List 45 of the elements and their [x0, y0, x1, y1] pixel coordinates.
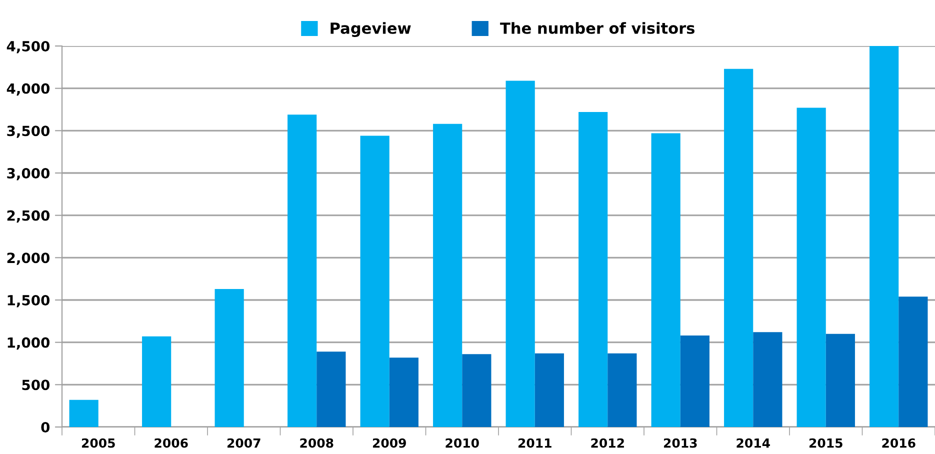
bar	[288, 114, 317, 427]
bar	[360, 136, 390, 427]
bar	[214, 288, 244, 427]
bar	[680, 336, 710, 427]
bar	[753, 332, 782, 427]
bar	[316, 352, 346, 427]
x-tick-label: 2005	[82, 438, 115, 448]
legend-label: The number of visitors	[500, 22, 694, 34]
y-tick-label: 2,000	[7, 252, 50, 265]
bar	[608, 353, 637, 427]
y-tick-label: 3,000	[7, 168, 50, 180]
y-tick-label: 2,500	[7, 210, 50, 223]
bar	[534, 353, 564, 427]
bar	[69, 400, 98, 427]
bar	[142, 336, 172, 427]
y-tick-label: 0	[41, 422, 50, 432]
y-tick-label: 1,000	[8, 337, 50, 350]
x-tick-label: 2007	[227, 438, 260, 448]
x-tick-label: 2011	[518, 438, 552, 448]
x-tick-label: 2010	[446, 438, 479, 448]
bar	[826, 334, 855, 427]
bar	[870, 46, 899, 427]
bar	[651, 133, 680, 427]
bar	[898, 296, 928, 427]
legend-label: Pageview	[330, 22, 411, 38]
y-tick-label: 4,000	[6, 83, 50, 96]
x-tick-label: 2015	[809, 438, 842, 448]
bar	[578, 112, 608, 427]
y-tick-label: 1,500	[8, 294, 50, 308]
bar	[506, 80, 535, 427]
bar	[433, 124, 462, 427]
x-tick-label: 2013	[664, 438, 697, 448]
x-tick-label: 2014	[736, 438, 770, 448]
x-tick-label: 2006	[154, 438, 188, 448]
x-tick-label: 2009	[372, 438, 406, 448]
x-tick-label: 2012	[591, 438, 624, 448]
y-tick-label: 500	[22, 380, 50, 390]
y-tick-label: 3,500	[7, 126, 50, 138]
bar	[796, 108, 826, 427]
bar	[462, 354, 492, 427]
bar	[389, 358, 418, 427]
x-tick-label: 2008	[300, 438, 334, 448]
x-tick-label: 2016	[882, 438, 916, 448]
y-tick-label: 4,500	[6, 40, 50, 54]
bar	[724, 68, 754, 427]
